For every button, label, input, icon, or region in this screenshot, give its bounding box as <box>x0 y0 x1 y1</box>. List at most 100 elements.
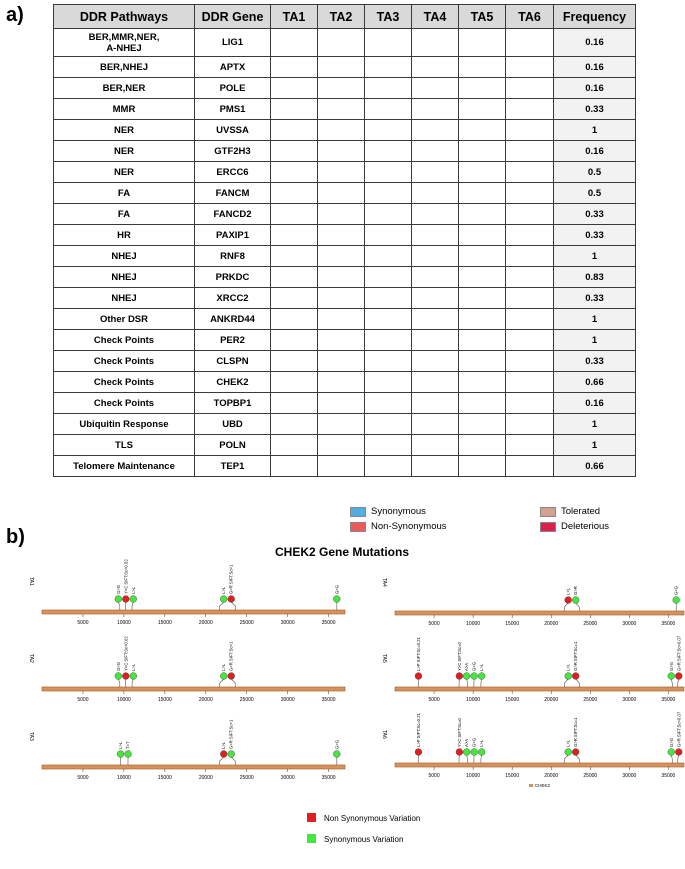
gene-cell: UVSSA <box>194 119 271 141</box>
pathway-cell: NHEJ <box>53 287 195 309</box>
non-synonymous-marker <box>227 595 235 603</box>
header-ta3: TA3 <box>364 4 412 29</box>
table-row-pole: BER,NER POLE 0.16 <box>53 77 636 99</box>
heat-cell-ta3 <box>364 371 412 393</box>
non-synonymous-marker <box>572 672 580 680</box>
frequency-cell: 0.16 <box>553 56 636 78</box>
frequency-cell: 1 <box>553 434 636 456</box>
header-ta4: TA4 <box>411 4 459 29</box>
header-frequency: Frequency <box>553 4 636 29</box>
heat-cell-ta4 <box>411 329 459 351</box>
tick-label: 35000 <box>322 697 336 703</box>
heat-cell-ta6 <box>505 77 554 99</box>
heat-cell-ta2 <box>317 371 365 393</box>
gene-track-bar <box>41 764 346 770</box>
legend-tolerated-label: Tolerated <box>561 506 601 517</box>
heat-cell-ta1 <box>270 245 318 267</box>
tick-label: 10000 <box>466 621 480 627</box>
mutation-stem <box>219 601 224 610</box>
frequency-cell: 0.16 <box>553 140 636 162</box>
pathway-cell: BER,NER <box>53 77 195 99</box>
synonymous-marker <box>470 748 478 756</box>
tick-label: 10000 <box>466 697 480 703</box>
mutation-label: L>L <box>118 741 123 749</box>
mutation-stem <box>575 754 580 763</box>
heat-cell-ta3 <box>364 98 412 120</box>
mutation-stem <box>219 678 224 687</box>
table-row-uvssa: NER UVSSA 1 <box>53 119 636 141</box>
heat-cell-ta5 <box>458 434 506 456</box>
synonymous-marker <box>572 596 580 604</box>
synonymous-marker <box>470 672 478 680</box>
synonymous-marker <box>116 750 125 758</box>
heat-cell-ta4 <box>411 119 459 141</box>
synonymous-marker <box>564 672 572 680</box>
synonymous-marker <box>672 596 680 604</box>
gene-cell: FANCM <box>194 182 271 204</box>
heat-cell-ta2 <box>317 308 365 330</box>
heat-cell-ta6 <box>505 245 554 267</box>
heat-cell-ta1 <box>270 28 318 57</box>
synonymous-marker <box>333 750 341 758</box>
heat-cell-ta1 <box>270 266 318 288</box>
legend-deleterious-swatch <box>540 521 556 532</box>
track-legend-label: CHEK2 <box>535 783 551 788</box>
heat-cell-ta1 <box>270 119 318 141</box>
tick-label: 30000 <box>622 621 636 627</box>
synonymous-marker <box>667 672 675 680</box>
mutation-label: L>L <box>566 587 571 595</box>
table-row-fancd2: FA FANCD2 0.33 <box>53 203 636 225</box>
heat-cell-ta5 <box>458 245 506 267</box>
tick-label: 10000 <box>117 620 131 626</box>
table-row-lig1: BER,MMR,NER, A-NHEJ LIG1 0.16 <box>53 28 636 57</box>
heat-cell-ta6 <box>505 308 554 330</box>
synonymous-marker <box>478 748 486 756</box>
pathway-cell: NER <box>53 161 195 183</box>
legend-non-synonymous-swatch <box>350 521 366 532</box>
mutation-label: G>G <box>116 585 121 594</box>
mutation-label: Y>C SIFT:Sc=0.02 <box>123 636 128 671</box>
gene-cell: APTX <box>194 56 271 78</box>
mutation-stem <box>466 754 468 763</box>
frequency-cell: 0.16 <box>553 392 636 414</box>
heat-cell-ta1 <box>270 77 318 99</box>
heat-cell-ta1 <box>270 56 318 78</box>
gene-cell: GTF2H3 <box>194 140 271 162</box>
heat-cell-ta4 <box>411 28 459 57</box>
mutation-label: G>G <box>674 586 679 595</box>
mutation-stem <box>231 756 236 765</box>
heat-cell-ta3 <box>364 245 412 267</box>
heat-cell-ta5 <box>458 77 506 99</box>
mutation-stem <box>118 601 121 610</box>
mutation-stem <box>480 678 482 687</box>
heat-cell-ta5 <box>458 182 506 204</box>
heat-cell-ta4 <box>411 77 459 99</box>
tick-label: 10000 <box>466 773 480 779</box>
heat-cell-ta6 <box>505 413 554 435</box>
heat-cell-ta2 <box>317 350 365 372</box>
non-synonymous-marker <box>414 748 423 756</box>
synonymous-marker <box>129 595 137 603</box>
synonymous-marker <box>114 672 122 680</box>
heat-cell-ta5 <box>458 224 506 246</box>
heat-cell-ta1 <box>270 392 318 414</box>
heat-cell-ta4 <box>411 308 459 330</box>
tick-label: 25000 <box>583 697 597 703</box>
gene-cell: UBD <box>194 413 271 435</box>
mutation-label: G>G <box>669 662 674 671</box>
tick-label: 15000 <box>505 697 519 703</box>
header-ta1: TA1 <box>270 4 318 29</box>
tick-label: 15000 <box>158 620 172 626</box>
legend-non-synonymous-variation-swatch <box>307 813 316 822</box>
mutation-label: G>R SIFT:Sc=0.07 <box>676 711 681 747</box>
mutation-stem <box>231 601 236 610</box>
mutation-stem <box>480 754 482 763</box>
pathway-cell: MMR <box>53 98 195 120</box>
heat-cell-ta3 <box>364 56 412 78</box>
header-ddr-pathways: DDR Pathways <box>53 4 195 29</box>
tick-label: 15000 <box>158 775 172 781</box>
heat-cell-ta1 <box>270 182 318 204</box>
table-row-per2: Check Points PER2 1 <box>53 329 636 351</box>
synonymous-marker <box>333 595 341 603</box>
tick-label: 25000 <box>240 620 254 626</box>
